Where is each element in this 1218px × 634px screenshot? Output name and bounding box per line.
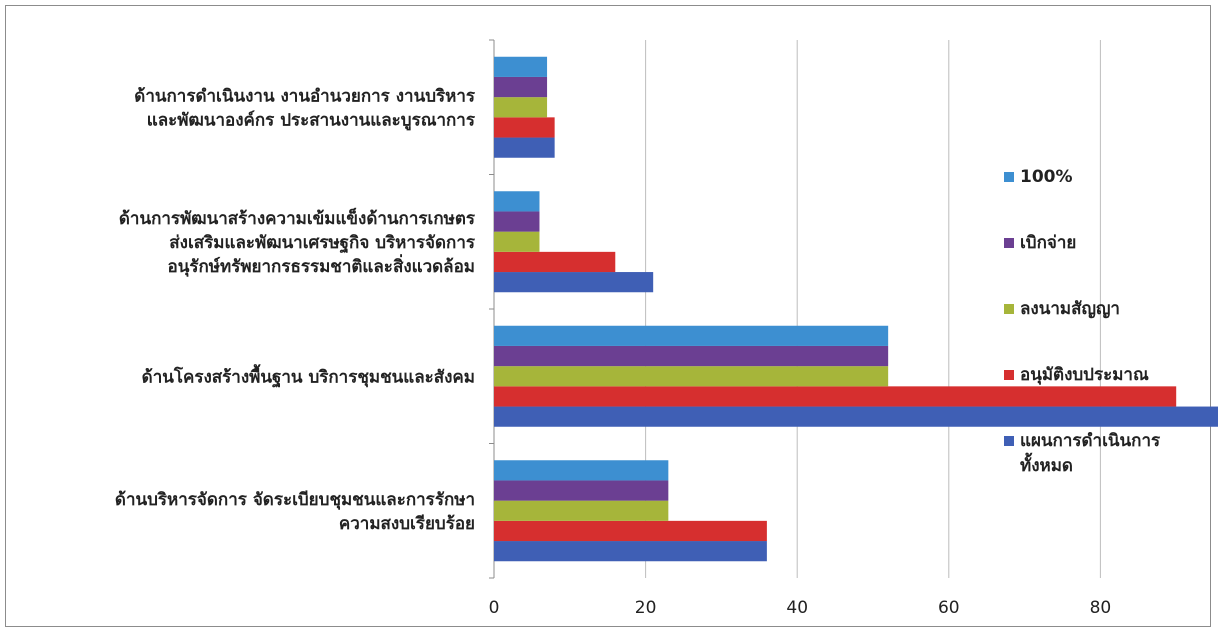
legend-swatch xyxy=(1004,304,1014,314)
category-label: ด้านการดำเนินงาน งานอำนวยการ งานบริหาร xyxy=(134,86,476,106)
bar xyxy=(494,406,1218,427)
category-label: ด้านการพัฒนาสร้างความเข้มแข็งด้านการเกษต… xyxy=(119,206,476,229)
bar xyxy=(494,272,654,293)
x-tick-label: 80 xyxy=(1090,598,1112,618)
bar xyxy=(494,541,767,562)
category-label: อนุรักษ์ทรัพยากรธรรมชาติและสิ่งแวดล้อม xyxy=(168,254,475,277)
bar xyxy=(494,76,548,98)
category-label: ความสงบเรียบร้อย xyxy=(339,513,475,534)
bar xyxy=(494,211,540,232)
category-label: และพัฒนาองค์กร ประสานงานและบูรณาการ xyxy=(147,109,476,131)
bar xyxy=(494,231,540,252)
legend-label: ลงนามสัญญา xyxy=(1020,299,1120,319)
bar xyxy=(494,386,1177,407)
bar xyxy=(494,520,767,542)
bar xyxy=(494,97,548,118)
x-tick-label: 60 xyxy=(938,598,960,618)
bar xyxy=(494,56,548,77)
x-tick-label: 40 xyxy=(786,598,808,618)
category-label: ส่งเสริมและพัฒนาเศรษฐกิจ บริหารจัดการ xyxy=(169,233,476,254)
bar xyxy=(494,191,540,212)
legend-label: เบิกจ่าย xyxy=(1020,233,1076,253)
x-tick-label: 20 xyxy=(635,598,657,618)
bar xyxy=(494,117,555,138)
bar xyxy=(494,137,555,158)
bar xyxy=(494,251,616,273)
legend-label: 100% xyxy=(1020,167,1073,187)
legend-label: แผนการดำเนินการ xyxy=(1020,431,1161,451)
legend-label: อนุมัติงบประมาณ xyxy=(1020,365,1149,385)
category-label: ด้านบริหารจัดการ จัดระเบียบชุมชนและการรั… xyxy=(115,489,475,510)
legend-swatch xyxy=(1004,172,1014,182)
bar xyxy=(494,460,669,481)
legend-swatch xyxy=(1004,370,1014,380)
x-tick-label: 0 xyxy=(489,598,500,618)
legend-label: ทั้งหมด xyxy=(1020,452,1073,476)
bar xyxy=(494,345,889,367)
bar xyxy=(494,500,669,521)
legend-swatch xyxy=(1004,238,1014,248)
bar xyxy=(494,480,669,501)
bar xyxy=(494,366,889,387)
category-label: ด้านโครงสร้างพื้นฐาน บริการชุมชนและสังคม xyxy=(142,363,475,388)
bar xyxy=(494,325,889,346)
legend-swatch xyxy=(1004,436,1014,446)
